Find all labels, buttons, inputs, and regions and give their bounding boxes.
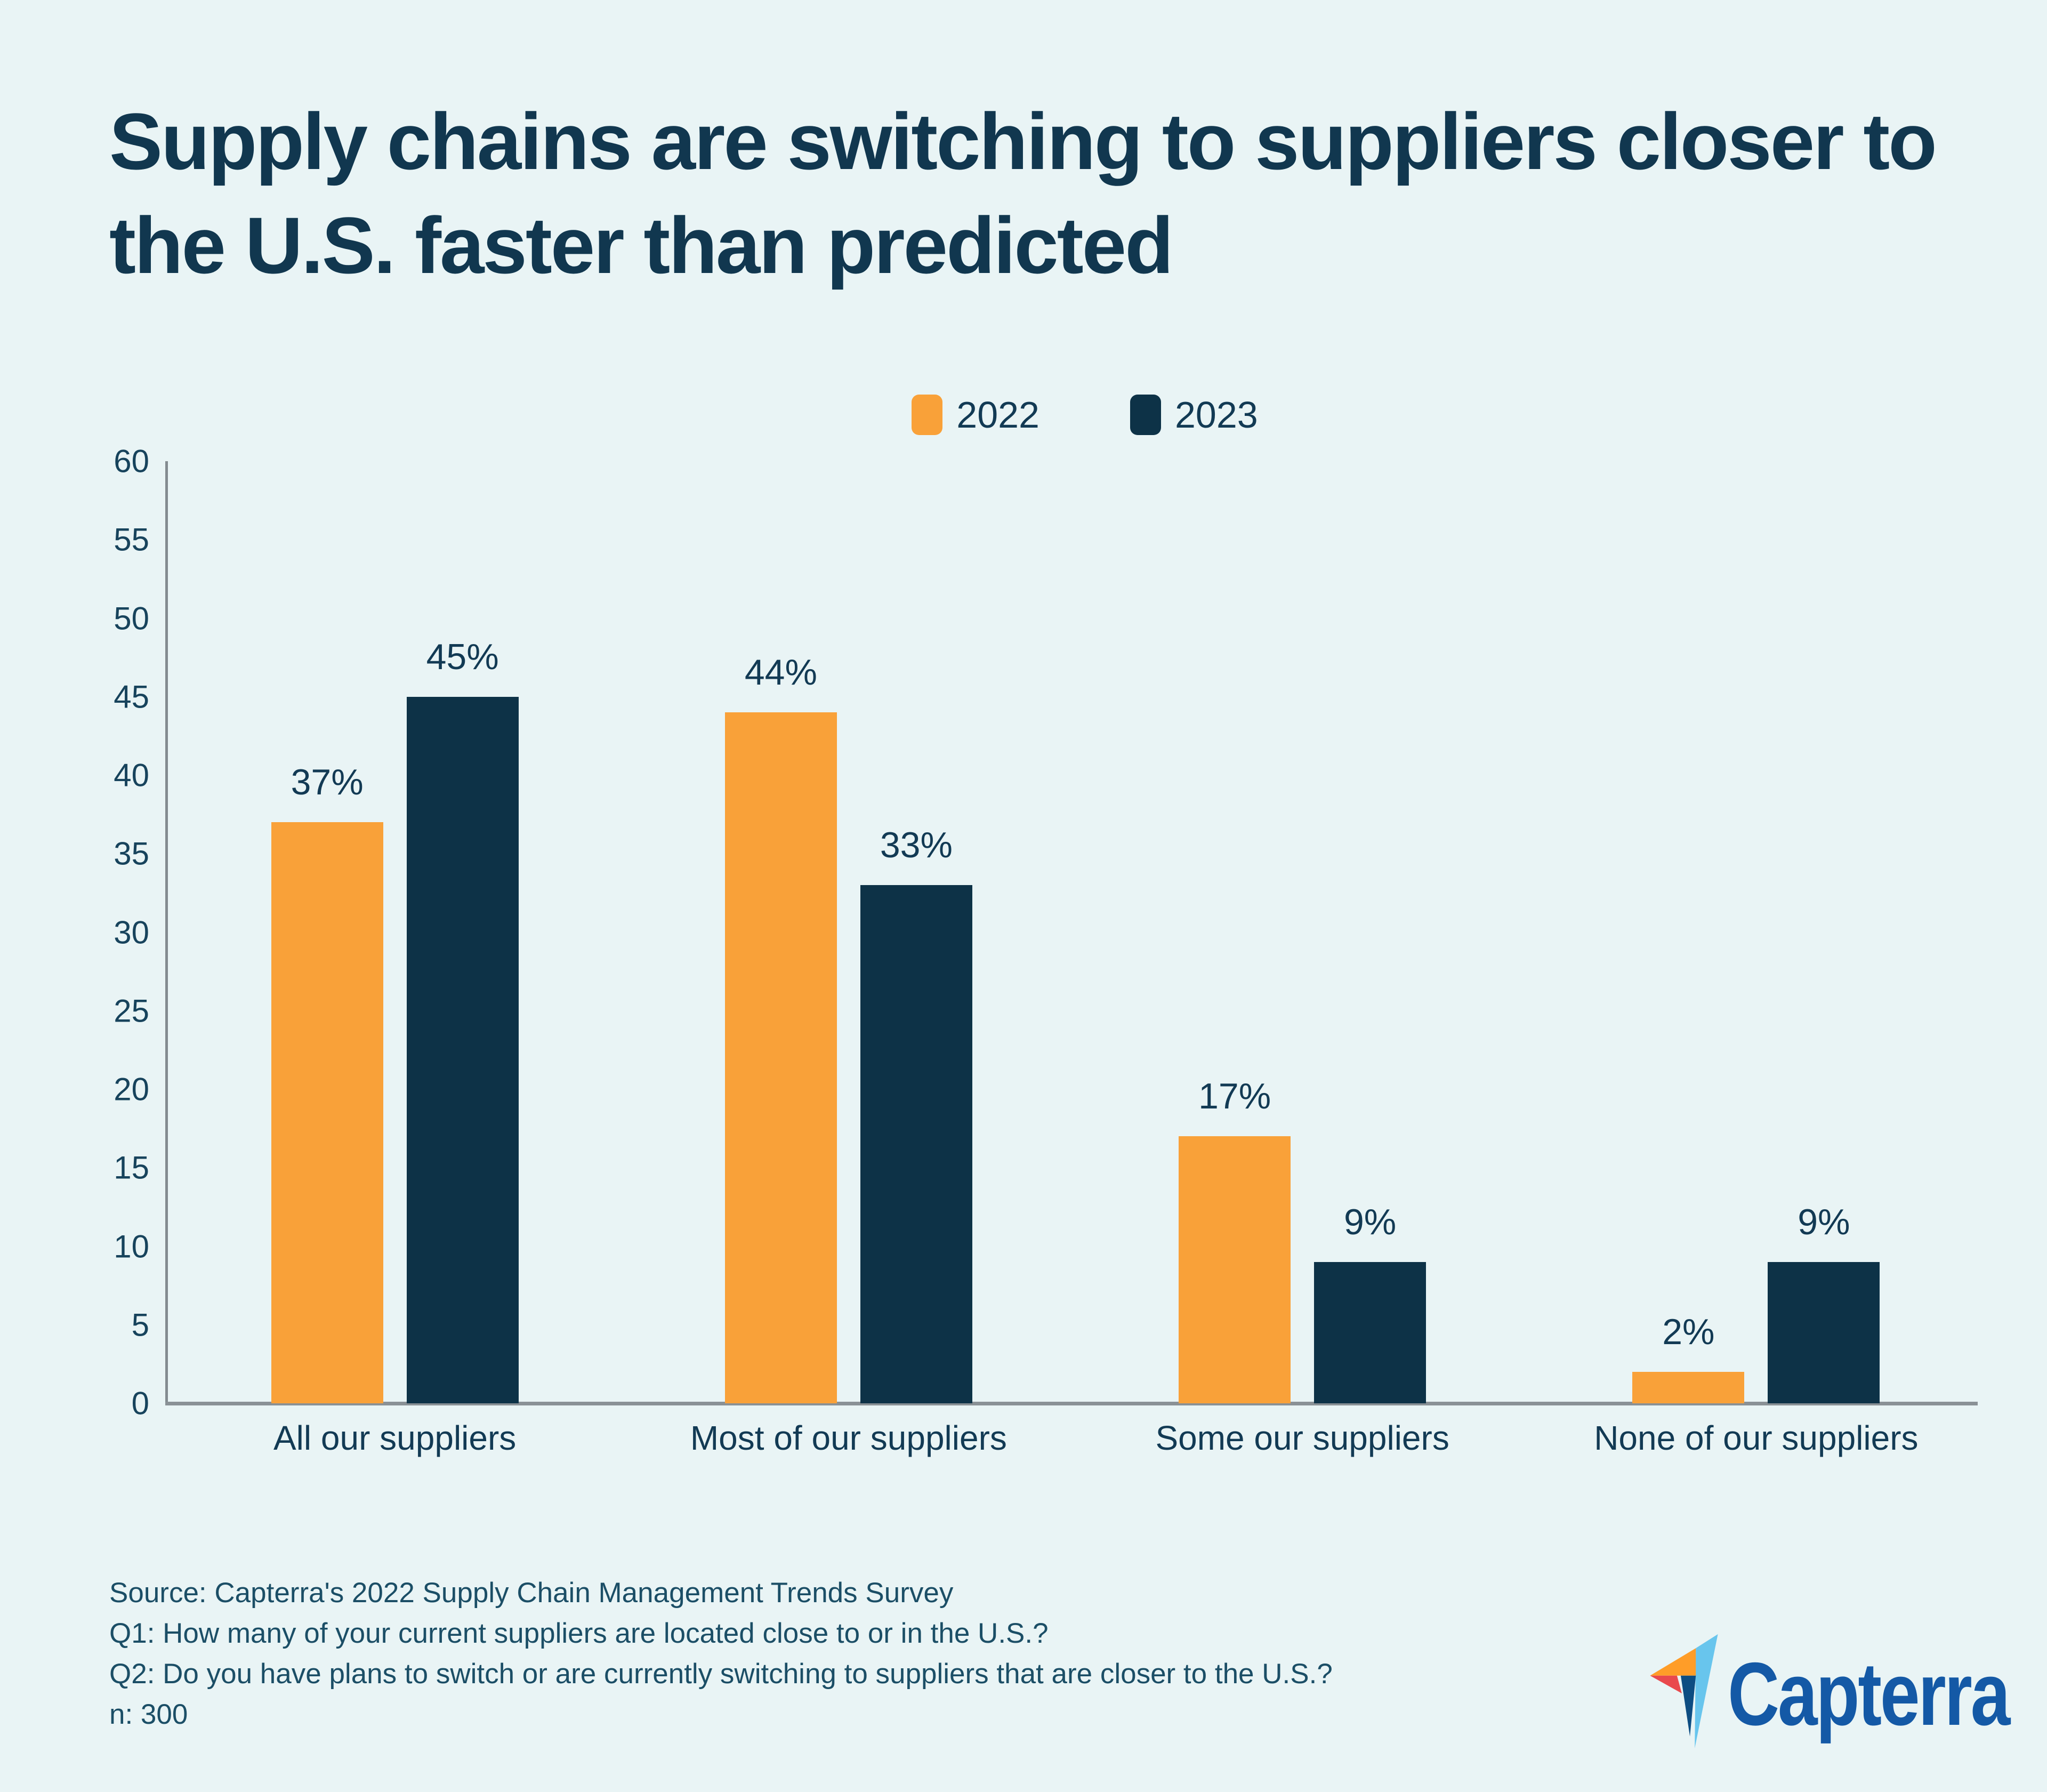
bar-value-label: 33% — [880, 825, 953, 866]
y-tick-25: 25 — [114, 993, 149, 1029]
source-block: Source: Capterra's 2022 Supply Chain Man… — [109, 1573, 1333, 1735]
category-label: All our suppliers — [273, 1419, 517, 1457]
legend-item-2023: 2023 — [1130, 393, 1258, 436]
bar-value-label: 9% — [1343, 1201, 1397, 1242]
category-label: Most of our suppliers — [690, 1419, 1007, 1457]
legend-swatch-2023 — [1130, 395, 1161, 435]
bar-value-label: 17% — [1198, 1076, 1271, 1117]
legend-swatch-2022 — [912, 395, 943, 435]
capterra-logo: Capterra — [1650, 1633, 2047, 1750]
bar-group: 37% 45% All our suppliers — [168, 461, 622, 1457]
legend-item-2022: 2022 — [912, 393, 1039, 436]
bar-groups: 37% 45% All our suppliers 44% 33% Most of our… — [168, 461, 1983, 1457]
category-label: None of our suppliers — [1594, 1419, 1919, 1457]
bar-2022: 17% — [1179, 1076, 1291, 1403]
y-tick-60: 60 — [114, 443, 149, 479]
bar-2023: 45% — [406, 637, 519, 1403]
x-axis-line — [165, 1402, 1978, 1405]
capterra-wordmark: Capterra — [1728, 1643, 2010, 1744]
y-tick-35: 35 — [114, 835, 149, 872]
bar-value-label: 44% — [744, 652, 817, 693]
source-line: Source: Capterra's 2022 Supply Chain Man… — [109, 1577, 954, 1609]
bar-value-label: 2% — [1662, 1312, 1715, 1353]
y-tick-30: 30 — [114, 914, 149, 950]
legend: 2022 2023 — [165, 393, 2004, 436]
bar-group: 17% 9% Some our suppliers — [1076, 461, 1529, 1457]
y-tick-45: 45 — [114, 679, 149, 715]
bar-2023: 9% — [1314, 1202, 1427, 1403]
y-tick-5: 5 — [131, 1307, 149, 1343]
legend-label: 2023 — [1175, 394, 1258, 436]
y-tick-55: 55 — [114, 521, 149, 558]
y-axis-line — [165, 461, 168, 1403]
y-tick-15: 15 — [114, 1150, 149, 1186]
y-tick-0: 0 — [131, 1385, 149, 1421]
bar-group: 2% 9% None of our suppliers — [1529, 461, 1983, 1457]
sample-size-line: n: 300 — [109, 1699, 188, 1730]
capterra-logo-mark-icon — [1650, 1634, 1718, 1748]
bar-group: 44% 33% Most of our suppliers — [622, 461, 1075, 1457]
chart-title: Supply chains are switching to suppliers… — [109, 97, 1937, 290]
bar-2023: 33% — [860, 825, 972, 1403]
bar-2023: 9% — [1768, 1202, 1880, 1403]
bar-value-label: 45% — [426, 636, 499, 677]
plot-area: 0 5 10 15 20 25 30 35 40 45 50 55 60 37% 45% All our s… — [114, 444, 2004, 1457]
bar-2022: 2% — [1632, 1312, 1745, 1403]
bar-2022: 44% — [724, 652, 837, 1403]
legend-label: 2022 — [956, 394, 1039, 436]
y-tick-20: 20 — [114, 1071, 149, 1107]
y-tick-50: 50 — [114, 600, 149, 636]
bar-value-label: 9% — [1798, 1201, 1850, 1242]
bar-2022: 37% — [271, 762, 383, 1403]
question2-line: Q2: Do you have plans to switch or are c… — [109, 1658, 1333, 1690]
category-label: Some our suppliers — [1155, 1419, 1449, 1457]
y-tick-10: 10 — [114, 1228, 149, 1265]
bar-value-label: 37% — [291, 762, 364, 803]
y-tick-40: 40 — [114, 757, 149, 793]
question1-line: Q1: How many of your current suppliers a… — [109, 1618, 1049, 1649]
